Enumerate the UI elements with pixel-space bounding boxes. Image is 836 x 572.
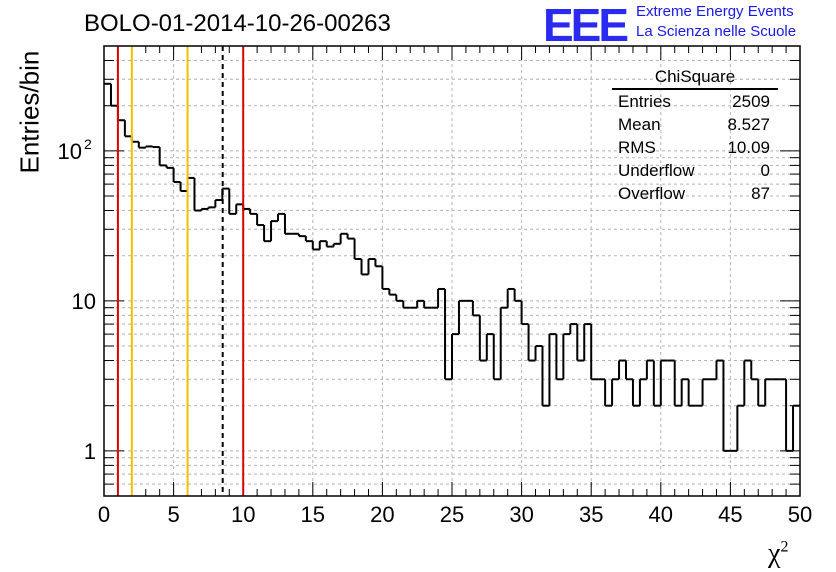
stats-row-entries: Entries 2509 <box>612 90 778 113</box>
stats-label: RMS <box>618 138 656 157</box>
stats-row-overflow: Overflow 87 <box>612 182 778 205</box>
stats-label: Entries <box>618 92 671 111</box>
stats-title: ChiSquare <box>612 66 778 90</box>
x-tick-label: 0 <box>98 502 110 527</box>
x-tick-label: 20 <box>370 502 394 527</box>
stats-box: ChiSquare Entries 2509 Mean 8.527 RMS 10.09… <box>612 66 778 205</box>
eee-logo: EEE <box>543 0 629 51</box>
logo-subtitle-line2: La Scienza nelle Scuole <box>636 23 797 40</box>
y-tick-label: 10 <box>58 139 82 164</box>
logo-subtitle-line1: Extreme Energy Events <box>636 3 794 20</box>
stats-value: 2509 <box>732 92 770 111</box>
x-tick-label: 40 <box>649 502 673 527</box>
x-axis-label: χ2 <box>768 538 788 570</box>
y-axis-label: Entries/bin <box>14 50 45 174</box>
x-axis-label-base: χ <box>768 538 781 569</box>
x-tick-label: 15 <box>301 502 325 527</box>
x-tick-label: 45 <box>718 502 742 527</box>
x-tick-label: 35 <box>579 502 603 527</box>
y-tick-label-exponent: 2 <box>84 136 92 152</box>
plot-frame <box>103 45 801 497</box>
stats-value: 87 <box>751 184 770 203</box>
x-axis-label-superscript: 2 <box>780 538 789 556</box>
x-tick-label: 5 <box>167 502 179 527</box>
stats-row-rms: RMS 10.09 <box>612 136 778 159</box>
y-tick-label: 1 <box>84 439 96 464</box>
x-tick-label: 25 <box>440 502 464 527</box>
stats-value: 10.09 <box>727 138 770 157</box>
chart-title: BOLO-01-2014-10-26-00263 <box>84 10 391 37</box>
stats-label: Mean <box>618 115 661 134</box>
stats-row-mean: Mean 8.527 <box>612 113 778 136</box>
x-tick-label: 10 <box>231 502 255 527</box>
stats-row-underflow: Underflow 0 <box>612 159 778 182</box>
y-tick-label: 10 <box>72 289 96 314</box>
stats-label: Underflow <box>618 161 695 180</box>
stats-value: 8.527 <box>727 115 770 134</box>
stats-value: 0 <box>760 161 770 180</box>
x-tick-label: 30 <box>509 502 533 527</box>
x-tick-label: 50 <box>788 502 812 527</box>
stats-label: Overflow <box>618 184 686 203</box>
